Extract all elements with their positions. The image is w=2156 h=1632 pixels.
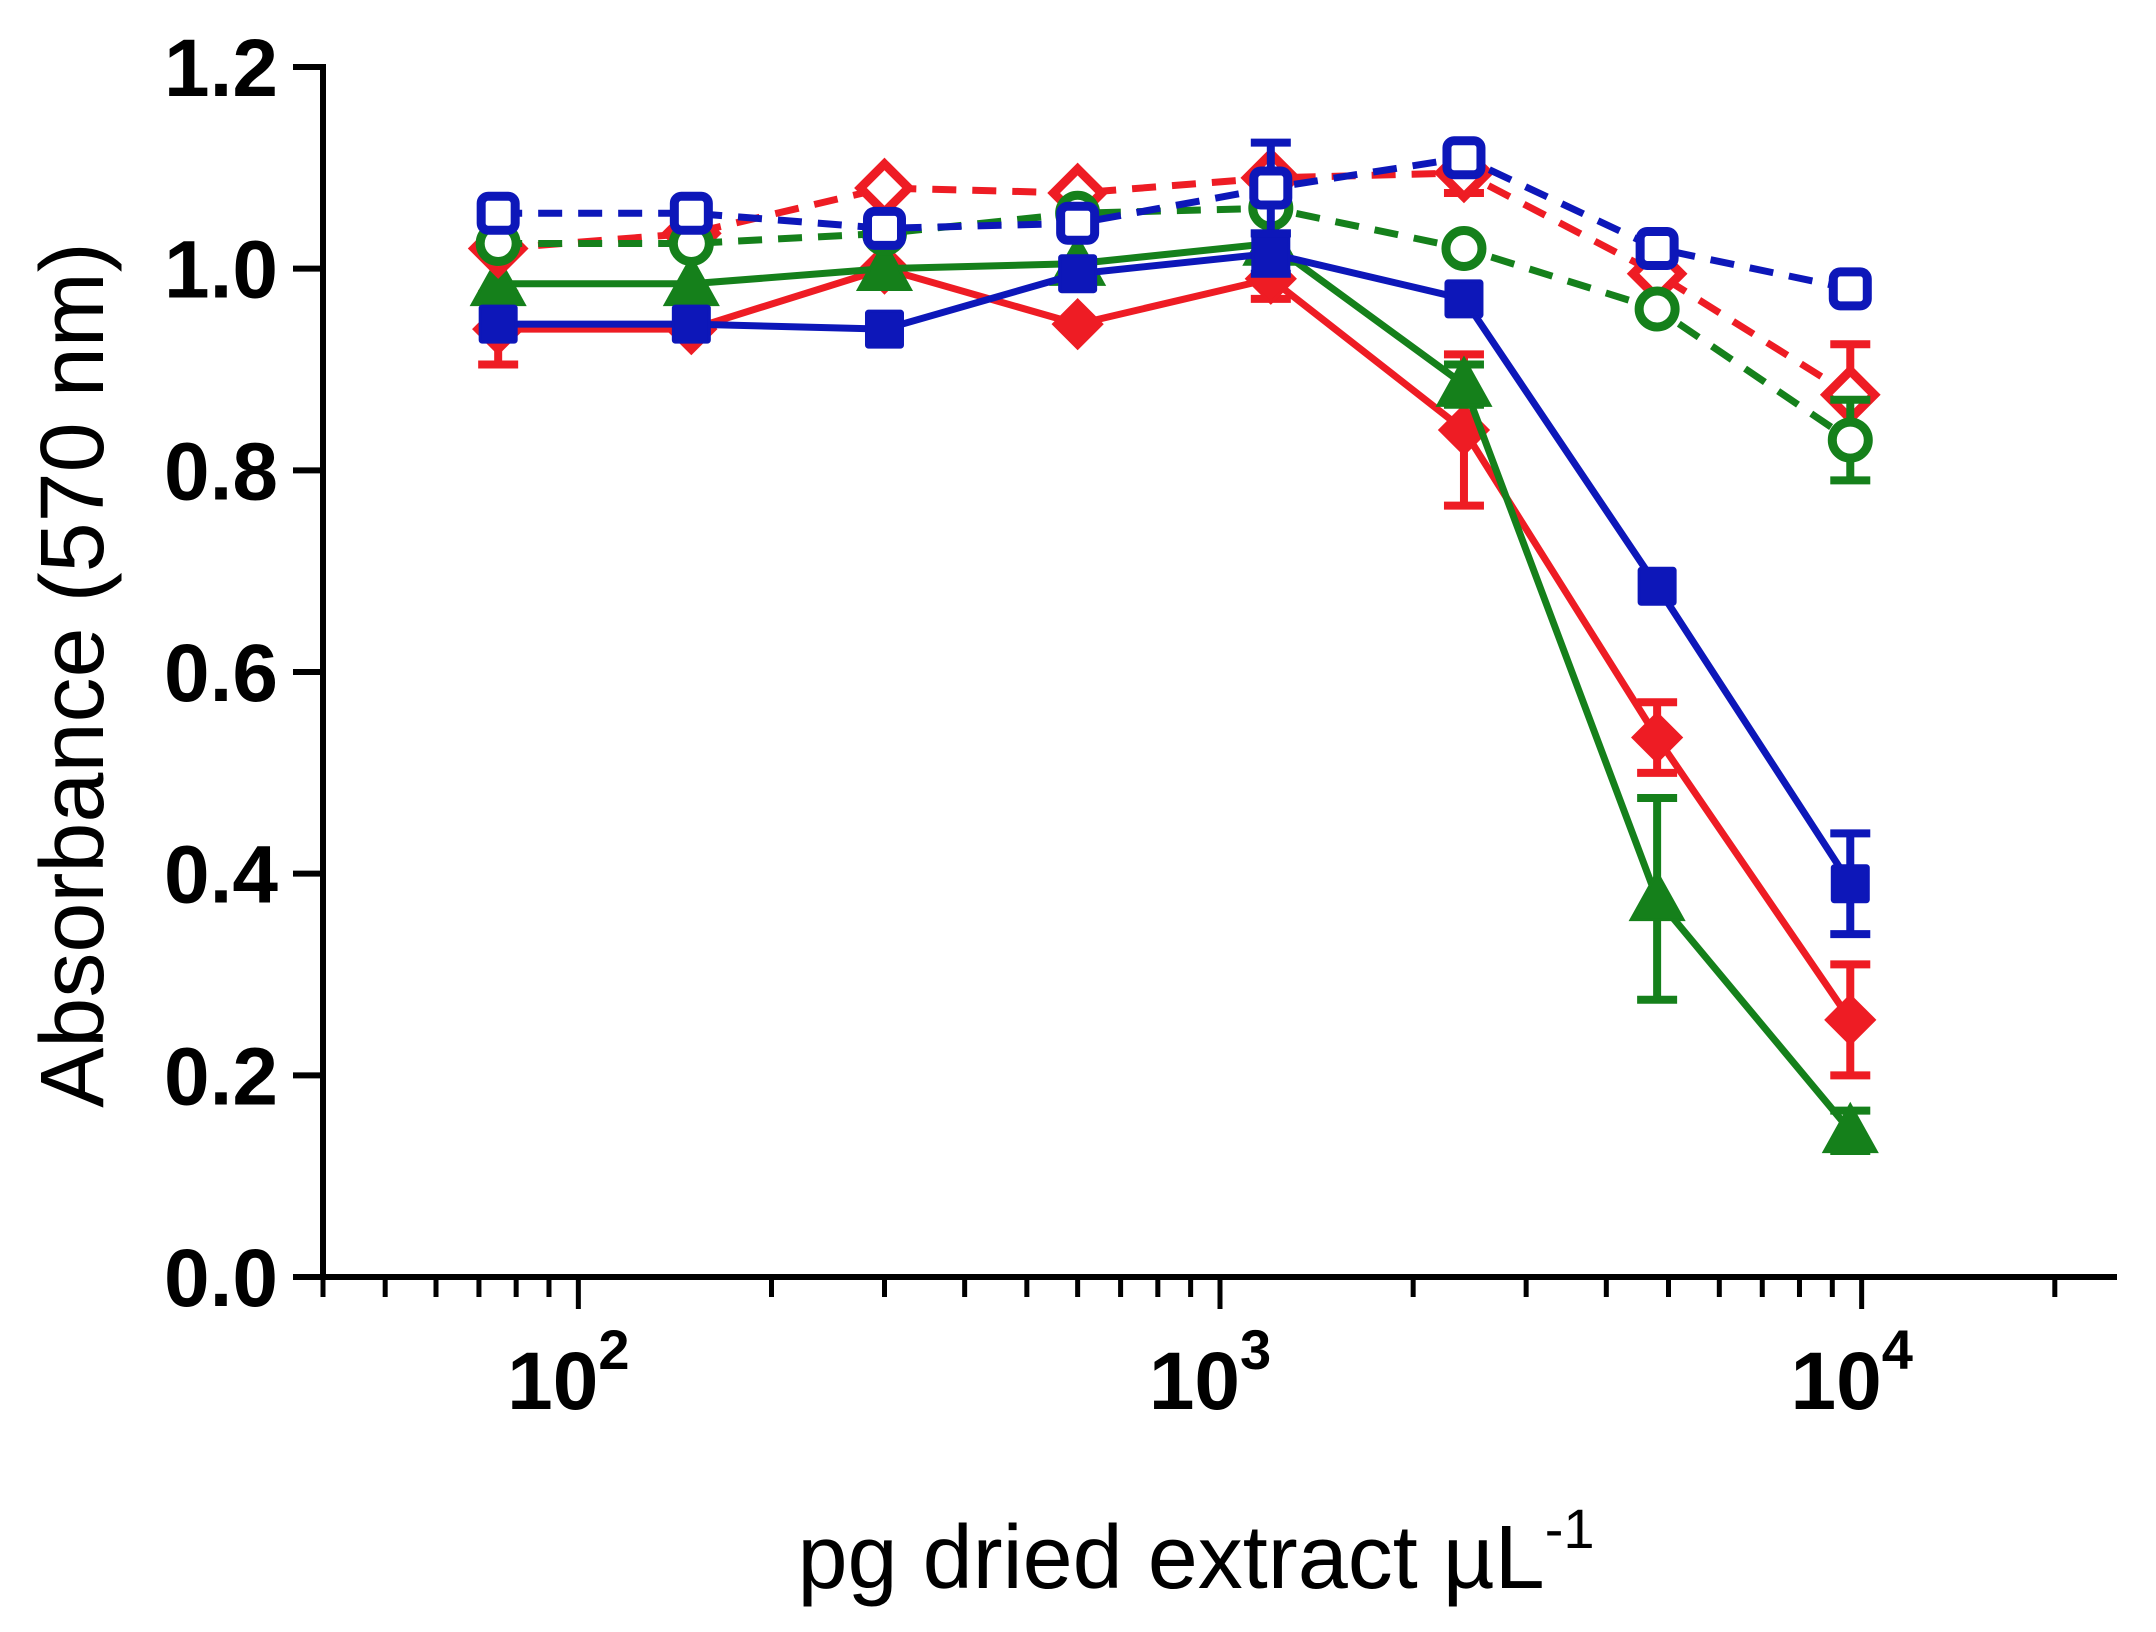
series-red-solid (472, 242, 1877, 1080)
marker-square (476, 191, 520, 235)
x-tick-label: 102 (507, 1318, 629, 1427)
y-tick-label: 1.0 (164, 225, 278, 316)
marker-square (1830, 864, 1870, 904)
marker-triangle (469, 254, 527, 307)
marker-diamond (1631, 711, 1684, 764)
marker-triangle (855, 239, 914, 291)
x-tick-label: 104 (1790, 1318, 1912, 1427)
x-axis-title: pg dried extract µL-1 (797, 1497, 1594, 1608)
x-tick-label-base: 10 (507, 1336, 598, 1427)
series-line (498, 265, 1854, 1022)
marker-square (1637, 566, 1677, 606)
marker-square (1444, 279, 1484, 319)
series-line (497, 169, 1853, 398)
x-ticks: 102 103 104 (320, 1277, 2058, 1427)
marker-triangle (1435, 355, 1493, 407)
x-tick-label-exponent: 4 (1882, 1318, 1913, 1381)
marker-diamond (1051, 298, 1104, 351)
marker-square (669, 191, 713, 235)
series (467, 136, 1881, 1155)
x-tick-label: 103 (1149, 1318, 1271, 1427)
marker-triangle (1821, 1101, 1879, 1154)
x-tick-label-base: 10 (1790, 1336, 1881, 1427)
x-tick-label-exponent: 2 (598, 1318, 629, 1381)
series-line (498, 204, 1853, 443)
y-axis-title: Absorbance (570 nm) (23, 242, 123, 1107)
marker-diamond (854, 157, 915, 219)
y-tick-label: 0.6 (164, 628, 278, 719)
x-axis-title-text: pg dried extract µL (797, 1508, 1544, 1608)
marker-triangle (1628, 869, 1686, 922)
x-tick-label-base: 10 (1149, 1336, 1240, 1427)
marker-circle (1827, 417, 1873, 463)
marker-square (478, 304, 518, 344)
marker-square (1442, 136, 1486, 180)
marker-square (1635, 227, 1679, 270)
marker-square (1058, 254, 1098, 294)
marker-square (1056, 201, 1100, 245)
x-tick-label-exponent: 3 (1240, 1318, 1271, 1381)
x-axis-title-superscript: -1 (1545, 1497, 1595, 1560)
marker-triangle (662, 254, 720, 307)
marker-square (1251, 234, 1291, 274)
marker-diamond (1824, 993, 1877, 1046)
marker-circle (1634, 286, 1680, 332)
y-tick-label: 0.4 (164, 830, 278, 921)
series-blue-solid (478, 229, 1871, 939)
y-ticks: 0.0 0.2 0.4 0.6 0.8 1.0 1.2 (164, 23, 323, 1324)
y-tick-label: 0.0 (164, 1233, 278, 1324)
series-line (498, 239, 1853, 1134)
marker-square (671, 304, 711, 344)
marker-square (862, 206, 906, 250)
marker-circle (1441, 226, 1487, 271)
marker-square (1249, 166, 1293, 210)
marker-square (864, 309, 904, 349)
marker-square (1828, 267, 1872, 311)
series-line (498, 250, 1854, 886)
series-green-solid (469, 214, 1879, 1155)
y-tick-label: 0.8 (164, 426, 278, 517)
y-tick-label: 1.2 (164, 23, 278, 114)
y-tick-label: 0.2 (164, 1031, 278, 1122)
series-blue-dashed (476, 136, 1872, 311)
